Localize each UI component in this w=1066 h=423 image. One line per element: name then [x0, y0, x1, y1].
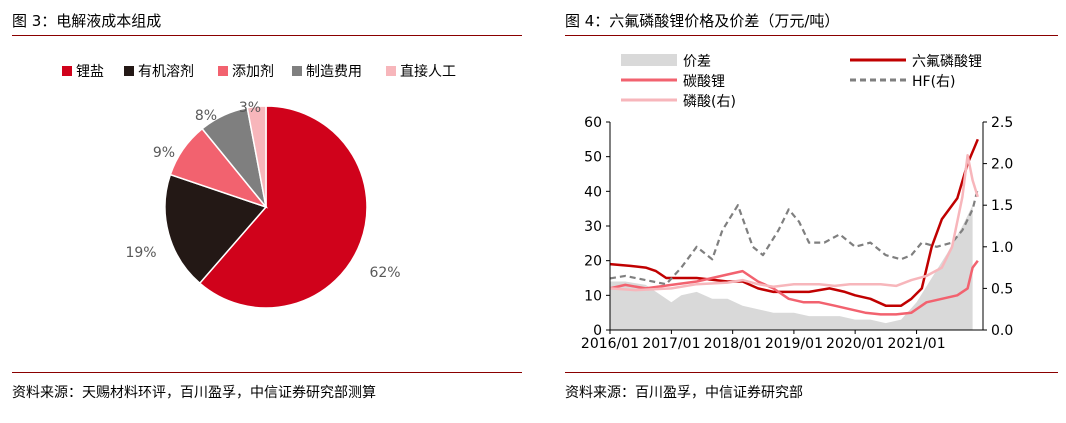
y-right-tick-5: 2.0: [991, 157, 1013, 173]
legend-text-2: 六氟磷酸锂: [912, 54, 982, 70]
pie-slice-2: [164, 173, 268, 285]
legend-text-1: 价差: [683, 54, 711, 70]
pie-slice-1: [198, 105, 368, 309]
pie-label-4: 8%: [195, 108, 217, 124]
y-left-tick-6: 50: [584, 150, 602, 166]
pie-slice-5: [246, 105, 267, 208]
legend-text-4: HF(右): [912, 74, 956, 90]
legend-label-4: 制造费用: [306, 64, 362, 80]
series-area-1: [610, 205, 973, 330]
x-tick-1: 2016/01: [581, 336, 639, 352]
right-source-rule: [565, 372, 1058, 373]
x-tick-2: 2017/01: [642, 336, 700, 352]
y-left-tick-3: 20: [584, 254, 602, 270]
x-tick-3: 2018/01: [704, 336, 762, 352]
pie-label-1: 62%: [369, 265, 400, 281]
legend-swatch-5: [386, 66, 396, 76]
pie-label-3: 9%: [153, 145, 175, 161]
pie-chart: 锂盐 有机溶剂 添加剂 制造费用 直接人工 62% 19% 9% 8% 3%: [62, 63, 456, 309]
y-left-tick-4: 30: [584, 219, 602, 235]
left-source: 资料来源：天赐材料环评，百川盈孚，中信证券研究部测算: [12, 385, 376, 401]
x-tick-6: 2021/01: [887, 336, 945, 352]
y-left-tick-1: 0: [593, 323, 602, 339]
pie-label-2: 19%: [125, 245, 156, 261]
legend-label-3: 添加剂: [232, 64, 274, 80]
left-source-rule: [12, 372, 522, 373]
y-right-tick-4: 1.5: [991, 198, 1013, 214]
y-right-tick-1: 0.0: [991, 323, 1013, 339]
y-right-tick-2: 0.5: [991, 281, 1013, 297]
y-left-tick-2: 10: [584, 288, 602, 304]
right-figure: 图 4：六氟磷酸锂价格及价差（万元/吨） 0 10 20 30 40 50 60 0.0 0.5…: [553, 0, 1066, 423]
legend-text-3: 碳酸锂: [683, 74, 725, 90]
series-line-4: [609, 188, 979, 286]
left-title-rule: [12, 35, 522, 36]
legend-swatch-2: [124, 66, 134, 76]
legend-label-2: 有机溶剂: [138, 64, 194, 80]
left-figure-title: 图 3：电解液成本组成: [12, 12, 162, 30]
legend-label-5: 直接人工: [400, 63, 456, 80]
legend-key-1: [621, 54, 677, 66]
x-tick-4: 2019/01: [765, 336, 823, 352]
y-left-tick-7: 60: [584, 115, 602, 131]
legend-label-1: 锂盐: [76, 64, 104, 80]
right-title-rule: [565, 35, 1058, 36]
left-figure: 图 3：电解液成本组成 锂盐 有机溶剂 添加剂 制造费用 直接人工 62% 19% 9% 8% 3…: [12, 12, 522, 401]
x-tick-5: 2020/01: [826, 336, 884, 352]
right-source: 资料来源：百川盈孚，中信证券研究部: [565, 385, 803, 401]
y-left-tick-5: 40: [584, 184, 602, 200]
legend-swatch-1: [62, 66, 72, 76]
pie-label-5: 3%: [239, 100, 261, 116]
right-figure-title: 图 4：六氟磷酸锂价格及价差（万元/吨）: [565, 12, 840, 30]
legend-text-5: 磷酸(右): [683, 94, 736, 110]
legend-swatch-3: [218, 66, 228, 76]
legend-swatch-4: [292, 66, 302, 76]
series-line-3: [609, 259, 979, 316]
series-line-5: [609, 154, 979, 292]
y-right-tick-3: 1.0: [991, 240, 1013, 256]
series-line-2: [609, 138, 979, 307]
y-right-tick-6: 2.5: [991, 115, 1013, 131]
